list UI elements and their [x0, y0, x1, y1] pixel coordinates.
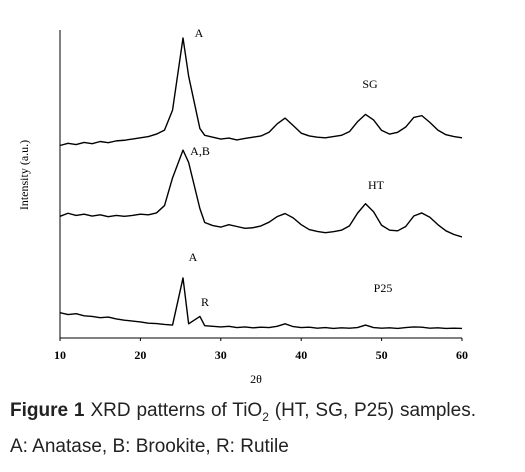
y-axis-label: Intensity (a.u.) [17, 140, 31, 210]
figure-caption: Figure 1 XRD patterns of TiO2 (HT, SG, P2… [10, 396, 476, 461]
x-tick-label: 10 [54, 348, 66, 362]
x-tick-label: 30 [215, 348, 227, 362]
x-tick-label: 60 [456, 348, 468, 362]
caption-subscript: 2 [262, 409, 269, 424]
xrd-line [59, 149, 463, 238]
peak-annotation: A [189, 250, 198, 264]
caption-text: (HT, SG, P25) samples. A: Anatase, B: Br… [10, 400, 476, 457]
x-tick-label: 40 [295, 348, 307, 362]
xrd-line [59, 37, 463, 147]
x-axis-label: 2θ [250, 372, 262, 386]
x-tick-label: 20 [134, 348, 146, 362]
xrd-line [59, 277, 463, 330]
series-label: HT [368, 178, 385, 192]
series-label: P25 [374, 281, 393, 295]
chart: 2θ Intensity (a.u.) 10 20 30 40 50 60 SG HT P25 A… [17, 26, 468, 386]
caption-text: XRD patterns of TiO [90, 400, 263, 421]
x-tick-label: 50 [376, 348, 388, 362]
caption-label: Figure 1 [10, 400, 85, 421]
series-label: SG [362, 77, 378, 91]
peak-annotation: R [201, 295, 209, 309]
peak-annotation: A [195, 26, 204, 40]
peak-annotation: A,B [190, 144, 210, 158]
